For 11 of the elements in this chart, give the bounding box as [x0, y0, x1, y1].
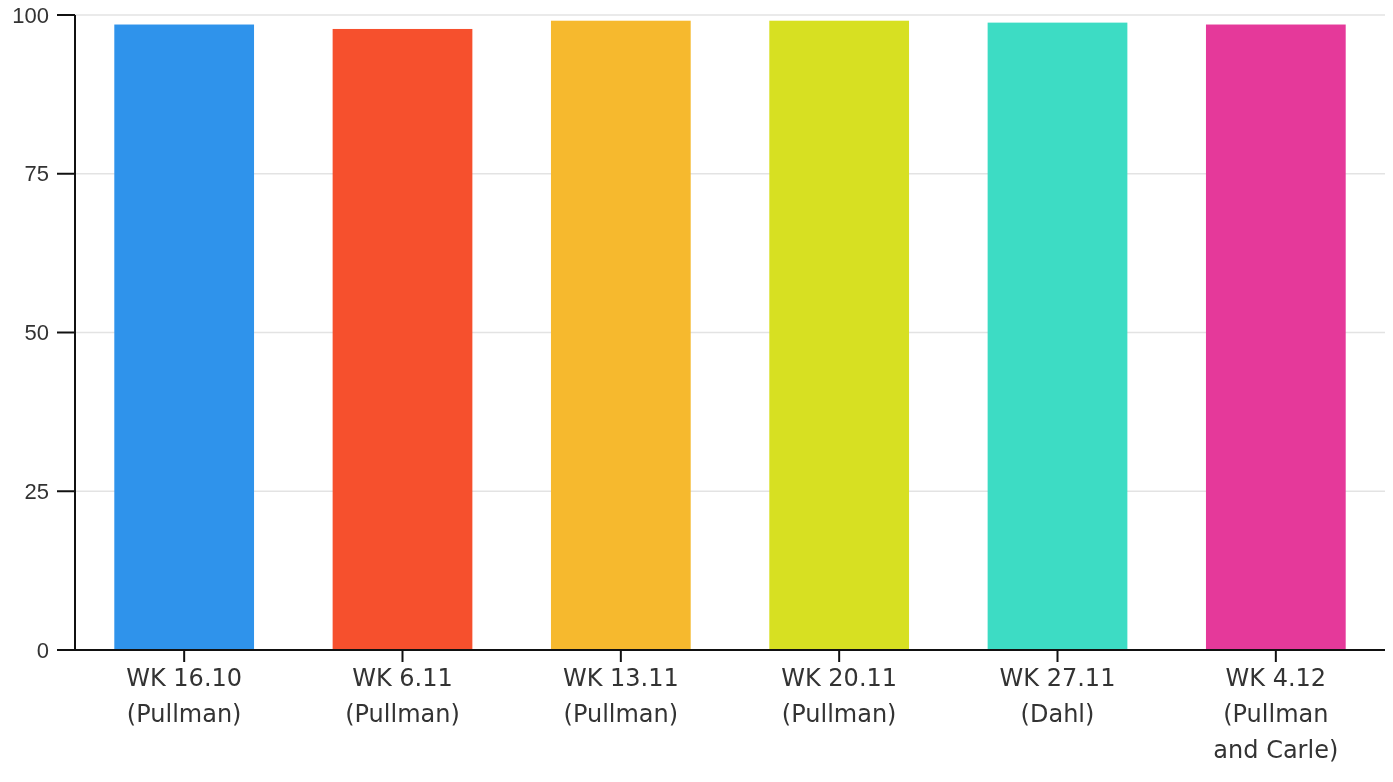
- y-tick-label: 75: [24, 161, 49, 187]
- y-tick-label: 0: [36, 637, 49, 663]
- y-tick-label: 25: [24, 478, 49, 504]
- x-tick-label: WK 13.11 (Pullman): [562, 664, 679, 728]
- y-tick-label: 50: [24, 320, 49, 346]
- x-tick-label: WK 20.11 (Pullman): [781, 664, 898, 728]
- y-tick-label: 100: [12, 2, 49, 28]
- x-tick-label: WK 16.10 (Pullman): [126, 664, 243, 728]
- x-tick-label: WK 27.11 (Dahl): [999, 664, 1116, 728]
- x-tick-label: WK 6.11 (Pullman): [345, 664, 460, 728]
- x-tick-label: WK 4.12 (Pullman and Carle): [1213, 664, 1339, 764]
